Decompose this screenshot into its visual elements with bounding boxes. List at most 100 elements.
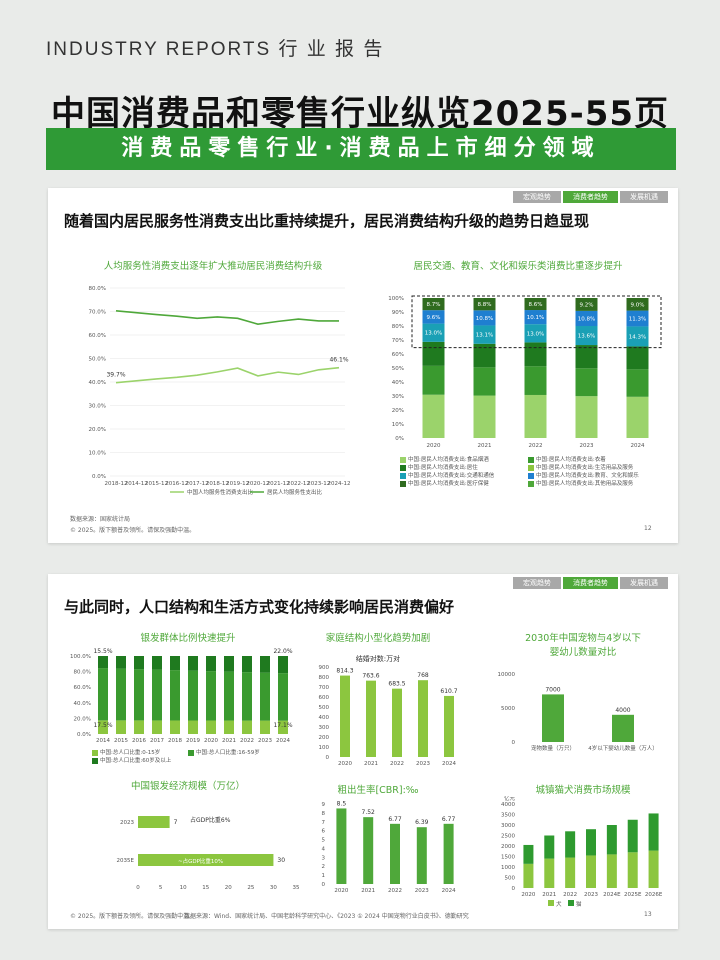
chart-title: 人均服务性消费支出逐年扩大推动居民消费结构升级 — [103, 261, 323, 272]
x-tick-label: 2016 — [132, 738, 146, 744]
legend-item: 中国:居民人均消费支出:医疗保健 — [400, 479, 528, 487]
legend: 中国:总人口比重:0-15岁 中国:总人口比重:16-59岁中国:总人口比重:60… — [92, 748, 292, 764]
legend-label: 中国:居民人均消费支出:生活用品及服务 — [536, 465, 634, 471]
legend-label: 中国人均服务性消费支出比 — [187, 488, 254, 496]
slide-title: 与此同时，人口结构和生活方式变化持续影响居民消费偏好 — [64, 598, 455, 616]
bar-segment — [224, 720, 234, 734]
line-chart: 0.0% 10.0% 20.0% 30.0% 40.0% 50.0% 60.0% 70.0% 8… — [89, 286, 351, 496]
x-tick-label: 0 — [136, 885, 140, 891]
bar-segment — [626, 310, 649, 327]
x-tick-label: 15 — [202, 885, 209, 891]
bar — [138, 854, 274, 866]
legend-swatch — [400, 456, 406, 463]
y-tick-label: 100 — [319, 745, 330, 751]
tab-opportunity[interactable]: 发展机遇 — [620, 191, 668, 203]
y-tick-label: 10% — [392, 422, 404, 428]
y-tick-label: 1 — [322, 873, 326, 879]
data-label: 763.6 — [362, 673, 379, 680]
data-label: 683.5 — [388, 681, 405, 688]
data-label: 10.8% — [476, 316, 493, 322]
y-tick-label: 200 — [319, 735, 330, 741]
bar-segment — [134, 656, 144, 670]
y-tick-label: 2023 — [120, 820, 134, 826]
legend-item: 中国:居民人均消费支出:教育、文化和娱乐 — [528, 471, 656, 479]
x-tick-label: 2023 — [584, 892, 598, 898]
y-tick-label: 3500 — [501, 813, 515, 819]
data-label: 17.1% — [273, 722, 292, 729]
x-tick-label: 2020 — [427, 443, 441, 449]
y-tick-label: 50% — [392, 366, 404, 372]
bar-segment — [473, 367, 496, 396]
legend-label: 中国:居民人均消费支出:食品烟酒 — [408, 457, 489, 463]
bar-segment — [524, 366, 547, 395]
bar-segment — [627, 819, 638, 853]
y-tick-label: 500 — [319, 705, 330, 711]
x-tick-label: 2018-12 — [206, 481, 229, 487]
chart-subtitle: 结婚对数:万对 — [355, 655, 401, 663]
data-label: 7000 — [545, 686, 560, 693]
x-tick-label: 2015 — [114, 738, 128, 744]
tab-consumer[interactable]: 消费者趋势 — [563, 191, 618, 203]
x-tick-label: 2022 — [240, 738, 254, 744]
bar — [416, 827, 427, 884]
bar — [612, 714, 634, 742]
bar-segment — [170, 720, 180, 734]
legend-item: 中国:总人口比重:60岁及以上 — [92, 756, 188, 764]
source-note: 数据来源：国家统计局 — [70, 516, 131, 523]
data-label: 9.2% — [580, 302, 594, 308]
legend-label: 中国:居民人均消费支出:其他用品及服务 — [536, 481, 634, 487]
bar-segment — [134, 720, 144, 734]
bar-segment — [242, 656, 252, 673]
bar-segment — [575, 310, 598, 326]
data-label: 8.8% — [478, 302, 492, 308]
bar-segment — [224, 671, 234, 721]
x-tick-label: 2020 — [338, 761, 352, 767]
x-tick-label: 2023 — [416, 761, 430, 767]
x-tick-label: 30 — [270, 885, 277, 891]
tab-opportunity[interactable]: 发展机遇 — [620, 577, 668, 589]
data-label: 6.39 — [415, 819, 429, 826]
y-tick-label: 8 — [322, 811, 326, 817]
y-tick-label: 80.0% — [74, 670, 91, 676]
x-tick-label: 2022-12 — [287, 481, 310, 487]
series-line-0 — [115, 366, 340, 384]
tab-macro[interactable]: 宏观趋势 — [513, 191, 561, 203]
x-tick-label: 2021-12 — [267, 481, 290, 487]
data-label: 11.3% — [629, 317, 646, 323]
data-label: 13.0% — [425, 331, 442, 337]
x-tick-label: 2020 — [204, 738, 218, 744]
x-tick-label: 4岁以下婴幼儿数量（万人） — [588, 744, 658, 752]
tab-consumer[interactable]: 消费者趋势 — [563, 577, 618, 589]
bar — [363, 817, 374, 884]
legend-item: 中国:居民人均消费支出:其他用品及服务 — [528, 479, 656, 487]
y-tick-label: 80.0% — [89, 286, 106, 292]
slide-tabs: 宏观趋势 消费者趋势 发展机遇 — [513, 191, 668, 203]
bar-segment — [575, 298, 598, 311]
tab-macro[interactable]: 宏观趋势 — [513, 577, 561, 589]
bar-segment — [98, 656, 108, 669]
bar-segment — [206, 671, 216, 721]
birth-rate-chart: 0 1 2 3 4 5 6 7 8 9 8.5 2020 7.52 2021 6.77 2022 6.39 202… — [322, 800, 457, 894]
data-label: 9.6% — [427, 315, 441, 321]
x-tick-label: 2025E — [624, 892, 642, 898]
legend-swatch — [400, 464, 406, 471]
slide-title: 随着国内居民服务性消费支出比重持续提升，居民消费结构升级的趋势日趋显现 — [64, 212, 590, 230]
legend-label: 中国:居民人均消费支出:医疗保健 — [408, 481, 489, 487]
silver-share-chart: 0.0% 20.0% 40.0% 60.0% 80.0% 100.0% 2014 2015 20… — [70, 648, 293, 744]
legend-label: 中国:居民人均消费支出:居住 — [408, 465, 478, 471]
y-tick-label: 50.0% — [89, 357, 106, 363]
chart-title: 银发群体比例快速提升 — [140, 633, 236, 644]
data-label: 13.1% — [476, 333, 493, 339]
y-tick-label: 100% — [388, 296, 404, 302]
y-tick-label: 5 — [322, 838, 326, 844]
bar-segment — [575, 326, 598, 346]
x-tick-label: 2023 — [580, 443, 594, 449]
y-tick-label: 80% — [392, 324, 404, 330]
y-tick-label: 1000 — [501, 865, 515, 871]
bar-segment — [523, 844, 534, 864]
silver-economy-chart: 0 5 10 15 20 25 30 35 2023 7 2035E 30 占GDP比重6% ~占GDP比… — [117, 816, 300, 891]
legend-label: 中国:总人口比重:0-15岁 — [100, 750, 161, 756]
bar-segment — [188, 720, 198, 734]
data-label: 7.52 — [362, 809, 376, 816]
legend-item: 中国:居民人均消费支出:衣着 — [528, 455, 656, 463]
